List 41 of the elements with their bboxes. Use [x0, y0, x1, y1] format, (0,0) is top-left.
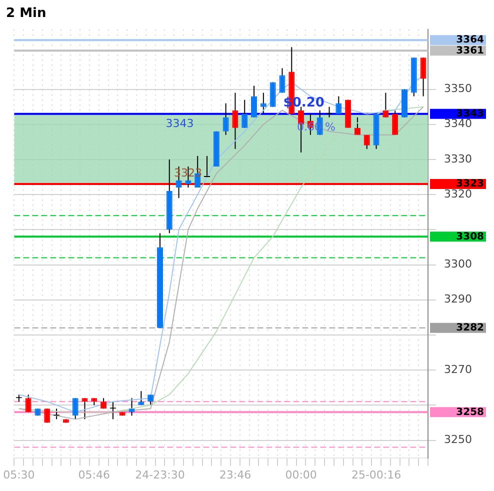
ref-line-label: 3343	[456, 108, 484, 120]
candlestick	[251, 85, 258, 118]
candlestick	[354, 116, 360, 136]
x-tick-label: 23:46	[219, 468, 252, 482]
y-tick-label: 3270	[444, 362, 472, 376]
candlestick	[128, 398, 135, 416]
y-tick-label: 3320	[444, 187, 472, 200]
ref-line-label: 3308	[456, 231, 484, 242]
ref-line-label: 3323	[456, 178, 484, 190]
candlestick	[82, 398, 88, 420]
candlestick	[279, 68, 286, 94]
candlestick	[72, 398, 78, 420]
candlestick	[420, 57, 426, 97]
annotation: 3343	[166, 117, 194, 130]
y-tick-label: 3350	[444, 82, 472, 96]
candlestick	[364, 134, 370, 150]
candlestick	[232, 92, 238, 150]
candlestick	[138, 390, 144, 406]
x-tick-label: 05:46	[78, 468, 110, 482]
x-tick-label: 05:30	[3, 468, 35, 482]
candlestick	[204, 155, 210, 178]
candlestick	[260, 92, 266, 114]
ref-line-label: 3282	[456, 322, 484, 334]
candlestick	[392, 110, 398, 136]
candlestick	[222, 102, 229, 136]
y-tick-label: 3340	[444, 117, 472, 130]
candlestick	[25, 394, 32, 413]
ref-line-label: 3364	[456, 34, 484, 46]
candlestick	[242, 99, 248, 128]
ref-line-label: 3361	[456, 45, 484, 56]
ref-line-label: 3258	[456, 406, 484, 418]
y-tick-label: 3330	[444, 152, 472, 166]
chart-title: 2 Min	[6, 6, 46, 22]
y-tick-label: 3250	[444, 433, 472, 446]
y-tick-label: 3290	[444, 292, 472, 306]
x-tick-label: 25-00:16	[351, 468, 402, 482]
candlestick	[336, 96, 342, 114]
x-tick-label: 00:00	[285, 468, 317, 482]
x-tick-label: 24-23:30	[135, 468, 185, 482]
y-tick-label: 3300	[444, 258, 472, 271]
candlestick	[382, 92, 389, 118]
